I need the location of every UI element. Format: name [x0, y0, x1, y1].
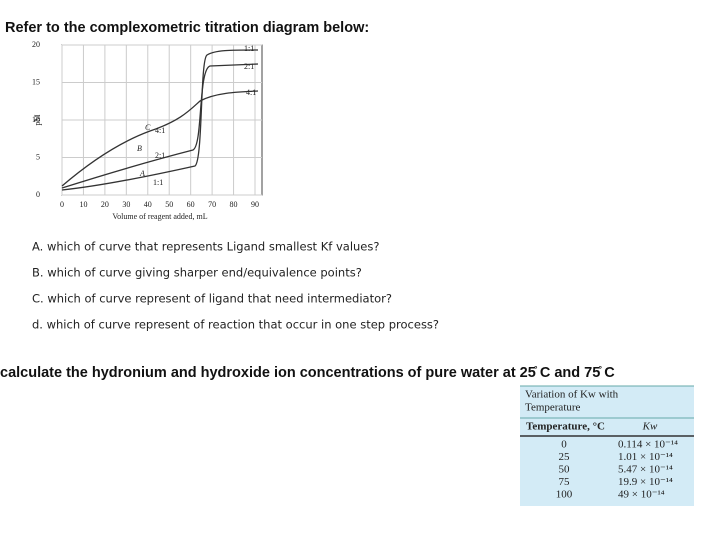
curve-label: 1:1 [244, 44, 254, 53]
table-header: Kw [642, 421, 658, 433]
y-tick-label: 10 [32, 115, 40, 124]
question-item: B. which of curve giving sharper end/equ… [32, 266, 362, 280]
curve-label: 4:1 [246, 88, 256, 97]
table-cell: 0 [561, 439, 567, 451]
inner-label: C [145, 123, 151, 132]
inner-label: 1:1 [153, 178, 163, 187]
x-tick-label: 30 [122, 200, 130, 209]
x-tick-label: 40 [144, 200, 152, 209]
y-tick-label: 5 [36, 152, 40, 161]
curves [61, 49, 259, 191]
x-tick-label: 0 [60, 200, 64, 209]
curve [61, 63, 259, 189]
table-cell: 49 × 10⁻¹⁴ [618, 489, 665, 501]
table-caption: Temperature [525, 402, 581, 414]
table-cell: 5.47 × 10⁻¹⁴ [618, 464, 673, 476]
curve-label: 2:1 [244, 62, 254, 71]
table-cell: 19.9 × 10⁻¹⁴ [618, 476, 673, 488]
table-cell: 1.01 × 10⁻¹⁴ [618, 451, 673, 463]
question-title: calculate the hydronium and hydroxide io… [0, 365, 615, 381]
question-title: Refer to the complexometric titration di… [5, 20, 369, 36]
x-axis-label: Volume of reagent added, mL [112, 212, 207, 221]
question-item: d. which of curve represent of reaction … [32, 318, 439, 332]
table-cell: 100 [556, 489, 573, 501]
question-item: A. which of curve that represents Ligand… [32, 240, 379, 254]
y-tick-label: 15 [32, 77, 40, 86]
x-tick-label: 70 [208, 200, 216, 209]
x-tick-label: 10 [79, 200, 87, 209]
y-tick-label: 20 [32, 40, 40, 49]
x-tick-label: 80 [230, 200, 238, 209]
x-tick-label: 90 [251, 200, 259, 209]
table-cell: 25 [559, 451, 571, 463]
curve [61, 90, 259, 187]
x-tick-label: 20 [101, 200, 109, 209]
inner-label: 2:1 [155, 151, 165, 160]
y-axis-label: pM [33, 114, 42, 125]
table-header: Temperature, °C [526, 421, 605, 433]
table-background [520, 386, 694, 506]
table-caption: Variation of Kw with [525, 389, 619, 401]
table-cell: 75 [559, 476, 571, 488]
x-tick-label: 50 [165, 200, 173, 209]
table-cell: 50 [559, 464, 571, 476]
curve [61, 49, 259, 191]
table-cell: 0.114 × 10⁻¹⁴ [618, 439, 678, 451]
question-item: C. which of curve represent of ligand th… [32, 292, 392, 306]
y-tick-label: 0 [36, 190, 40, 199]
x-tick-label: 60 [187, 200, 195, 209]
inner-label: 4:1 [155, 126, 165, 135]
inner-label: A [139, 169, 145, 178]
inner-label: B [137, 144, 142, 153]
